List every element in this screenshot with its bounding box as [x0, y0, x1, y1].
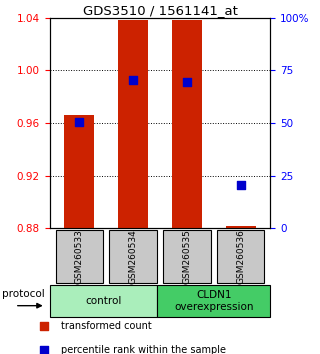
Bar: [64, 115, 94, 228]
Bar: [172, 20, 202, 228]
Bar: [226, 226, 256, 228]
Bar: [50, 285, 157, 317]
Text: GSM260535: GSM260535: [182, 229, 191, 284]
Text: CLDN1
overexpression: CLDN1 overexpression: [174, 290, 254, 312]
Bar: [109, 230, 157, 283]
Point: [41, 323, 46, 329]
Text: control: control: [85, 296, 122, 306]
Point: [41, 347, 46, 353]
Point: [184, 79, 189, 85]
Point: [131, 77, 136, 82]
Bar: [217, 230, 264, 283]
Bar: [56, 230, 103, 283]
Text: transformed count: transformed count: [61, 321, 152, 331]
Bar: [163, 230, 211, 283]
Bar: [118, 20, 148, 228]
Bar: [157, 285, 270, 317]
Title: GDS3510 / 1561141_at: GDS3510 / 1561141_at: [83, 4, 237, 17]
Point: [238, 182, 243, 188]
Text: protocol: protocol: [3, 289, 45, 299]
Text: percentile rank within the sample: percentile rank within the sample: [61, 345, 227, 354]
Point: [77, 119, 82, 125]
Text: GSM260534: GSM260534: [129, 229, 138, 284]
Text: GSM260533: GSM260533: [75, 229, 84, 284]
Text: GSM260536: GSM260536: [236, 229, 245, 284]
